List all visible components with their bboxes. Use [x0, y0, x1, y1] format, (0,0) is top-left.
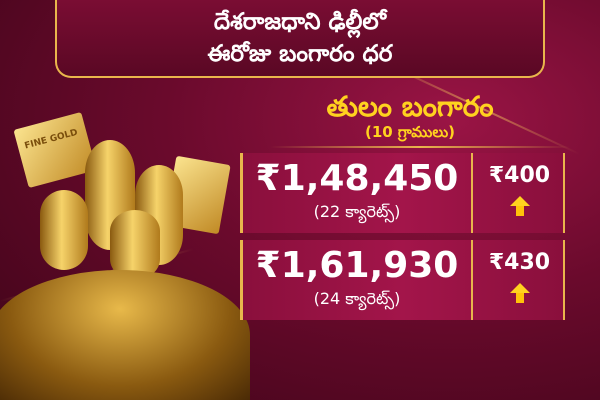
- karat-label: (24 క్యారెట్స్): [313, 289, 401, 308]
- gold-coins-image: FINE GOLD: [0, 100, 250, 400]
- price-row-22k: ₹1,48,450 (22 క్యారెట్స్) ₹400: [240, 153, 565, 233]
- gold-jewellery: [0, 270, 250, 400]
- price-row-24k: ₹1,61,930 (24 క్యారెట్స్) ₹430: [240, 240, 565, 320]
- unit-title: తులం బంగారం: [326, 90, 494, 123]
- divider: [270, 146, 570, 148]
- header-line-1: దేశరాజధాని ఢిల్లీలో: [213, 9, 387, 35]
- price-value: ₹1,48,450: [255, 158, 459, 199]
- header-line-2: ఈరోజు బంగారం ధర: [207, 41, 393, 67]
- arrow-up-icon: [509, 196, 530, 216]
- price-value: ₹1,61,930: [255, 245, 459, 286]
- divider: [471, 153, 473, 233]
- divider: [471, 240, 473, 320]
- change-value: ₹430: [488, 250, 551, 275]
- unit-subtitle: (10 గ్రాములు): [364, 123, 456, 141]
- gold-bar-label: FINE GOLD: [23, 127, 79, 152]
- coin-stack: [110, 210, 160, 280]
- karat-label: (22 క్యారెట్స్): [313, 202, 401, 221]
- header-box: దేశరాజధాని ఢిల్లీలో ఈరోజు బంగారం ధర: [55, 0, 545, 78]
- change-value: ₹400: [488, 163, 551, 188]
- coin-stack: [40, 190, 88, 270]
- arrow-up-icon: [509, 283, 530, 303]
